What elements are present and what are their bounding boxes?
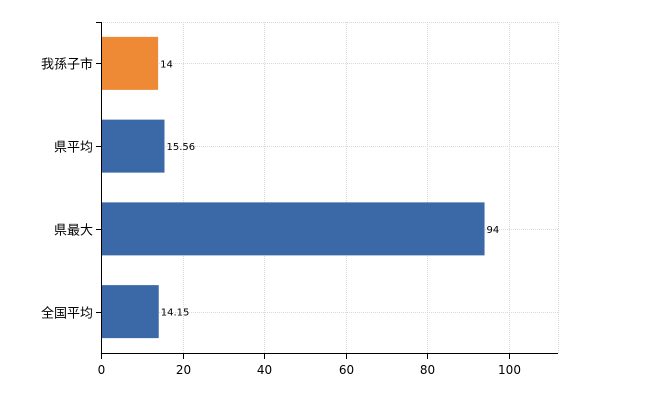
bar [101, 285, 159, 339]
x-tick-label: 0 [98, 363, 106, 377]
category-label: 県最大 [54, 224, 93, 239]
category-label: 県平均 [54, 141, 93, 156]
x-tick-label: 100 [498, 363, 521, 377]
data-label: 14 [160, 59, 173, 70]
x-tick-label: 60 [339, 363, 354, 377]
data-label: 15.56 [166, 142, 195, 153]
category-label: 全国平均 [41, 306, 93, 322]
category-label: 我孫子市 [41, 57, 93, 73]
data-label: 14.15 [161, 308, 190, 319]
x-tick-label: 20 [176, 363, 191, 377]
bar [101, 119, 165, 173]
x-tick-label: 40 [257, 363, 272, 377]
bar [101, 202, 485, 256]
bar [101, 36, 159, 90]
data-label: 94 [487, 225, 500, 236]
x-tick-label: 80 [420, 363, 435, 377]
